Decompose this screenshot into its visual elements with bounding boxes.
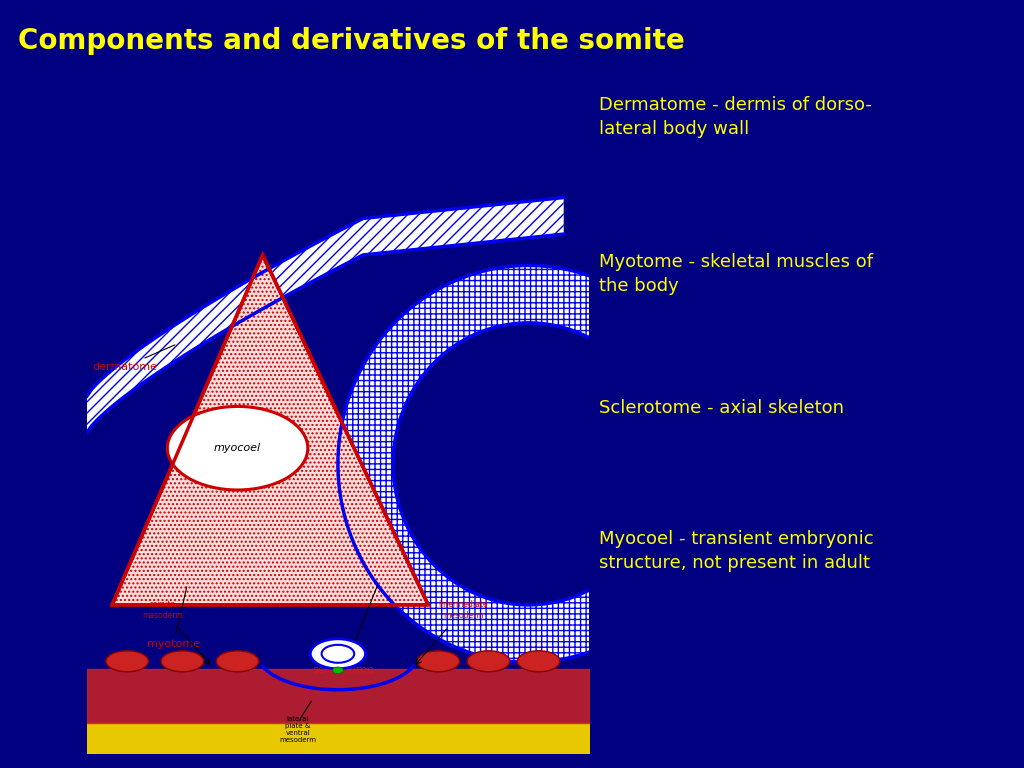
Polygon shape: [113, 255, 428, 605]
Text: somite
masoderm: somite masoderm: [142, 601, 182, 620]
Text: myotome: myotome: [147, 587, 201, 649]
Polygon shape: [87, 197, 563, 432]
Text: lateral
plate &
ventral
mesoderm: lateral plate & ventral mesoderm: [280, 716, 316, 743]
Ellipse shape: [322, 645, 354, 663]
Text: dermatome: dermatome: [92, 345, 175, 372]
Ellipse shape: [105, 650, 148, 672]
Text: Intermediate
mesoderm: Intermediate mesoderm: [438, 601, 488, 620]
Ellipse shape: [310, 639, 366, 669]
Ellipse shape: [517, 650, 560, 672]
Ellipse shape: [467, 650, 510, 672]
Text: Components and derivatives of the somite: Components and derivatives of the somite: [18, 27, 685, 55]
Ellipse shape: [333, 667, 343, 674]
Ellipse shape: [417, 650, 460, 672]
Text: Dermatome - dermis of dorso-
lateral body wall: Dermatome - dermis of dorso- lateral bod…: [599, 96, 871, 137]
Text: myocoel: myocoel: [214, 443, 261, 453]
Text: sclerotome: sclerotome: [313, 587, 377, 675]
Text: Sclerotome - axial skeleton: Sclerotome - axial skeleton: [599, 399, 844, 417]
Ellipse shape: [161, 650, 204, 672]
Polygon shape: [338, 266, 624, 662]
Polygon shape: [262, 255, 428, 605]
Text: Myocoel - transient embryonic
structure, not present in adult: Myocoel - transient embryonic structure,…: [599, 530, 873, 571]
Text: Myotome - skeletal muscles of
the body: Myotome - skeletal muscles of the body: [599, 253, 873, 295]
Ellipse shape: [216, 650, 259, 672]
Ellipse shape: [167, 406, 308, 490]
